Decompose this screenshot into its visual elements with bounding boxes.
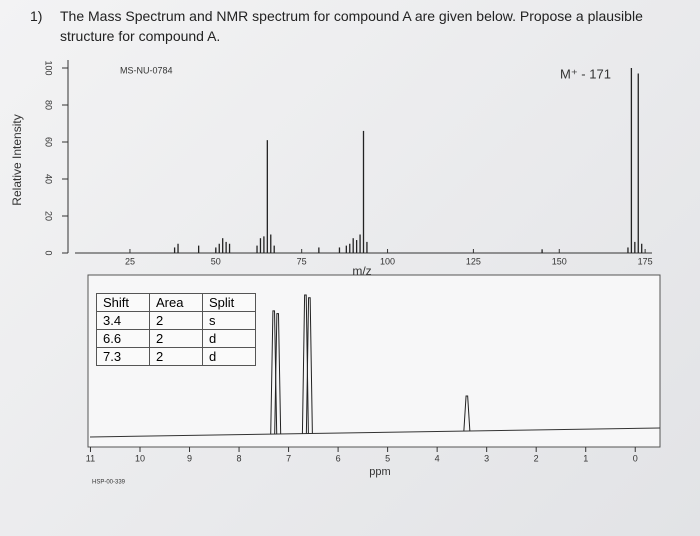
- cell: Shift: [96, 293, 150, 312]
- y-tick-label: 40: [44, 174, 54, 184]
- ms-x-label: m/z: [352, 264, 371, 278]
- table-row: 6.6 2 d: [96, 329, 256, 348]
- x-tick-label: 6: [336, 453, 341, 463]
- y-tick-label: 80: [44, 100, 54, 110]
- y-tick-label: 60: [44, 137, 54, 147]
- ms-code: MS-NU-0784: [120, 65, 173, 75]
- x-tick-label: 25: [125, 256, 135, 266]
- question-number: 1): [30, 8, 43, 24]
- cell: 3.4: [96, 311, 150, 330]
- table-row: 7.3 2 d: [96, 347, 256, 366]
- x-tick-label: 1: [583, 453, 588, 463]
- cell: 2: [149, 311, 203, 330]
- x-tick-label: 75: [297, 256, 307, 266]
- y-tick-label: 100: [44, 60, 54, 75]
- nmr-x-label: ppm: [369, 466, 390, 478]
- cell: 7.3: [96, 347, 150, 366]
- x-tick-label: 5: [385, 453, 390, 463]
- header-row: Shift Area Split: [96, 293, 256, 312]
- x-tick-label: 0: [633, 453, 638, 463]
- x-tick-label: 7: [286, 453, 291, 463]
- nmr-peak: [463, 395, 471, 432]
- ms-annotation: M⁺ - 171: [560, 66, 611, 81]
- cell: Split: [202, 293, 256, 312]
- cell: 6.6: [96, 329, 150, 348]
- question-text: The Mass Spectrum and NMR spectrum for c…: [60, 8, 643, 44]
- cell: d: [202, 329, 256, 348]
- cell: d: [202, 347, 256, 366]
- cell: 2: [149, 347, 203, 366]
- x-tick-label: 50: [211, 256, 221, 266]
- x-tick-label: 10: [135, 453, 145, 463]
- x-tick-label: 3: [484, 453, 489, 463]
- x-tick-label: 150: [552, 256, 567, 266]
- x-tick-label: 100: [380, 256, 395, 266]
- x-tick-label: 9: [187, 453, 192, 463]
- cell: s: [202, 311, 256, 330]
- nmr-table: Shift Area Split 3.4 2 s 6.6 2 d 7.3 2 d: [96, 293, 256, 366]
- y-tick-label: 20: [44, 211, 54, 221]
- nmr-baseline: [89, 427, 661, 438]
- x-tick-label: 11: [86, 453, 95, 463]
- x-tick-label: 4: [435, 453, 440, 463]
- x-tick-label: 8: [237, 453, 242, 463]
- nmr-peak: [305, 297, 313, 434]
- nmr-code: HSP-00-339: [92, 480, 126, 486]
- cell: Area: [149, 293, 203, 312]
- nmr-peak: [274, 313, 282, 435]
- y-tick-label: 0: [44, 250, 54, 255]
- ms-y-label: Relative Intensity: [10, 114, 24, 205]
- x-tick-label: 125: [466, 256, 481, 266]
- x-tick-label: 2: [534, 453, 539, 463]
- x-tick-label: 175: [638, 256, 653, 266]
- table-row: 3.4 2 s: [96, 311, 256, 330]
- cell: 2: [149, 329, 203, 348]
